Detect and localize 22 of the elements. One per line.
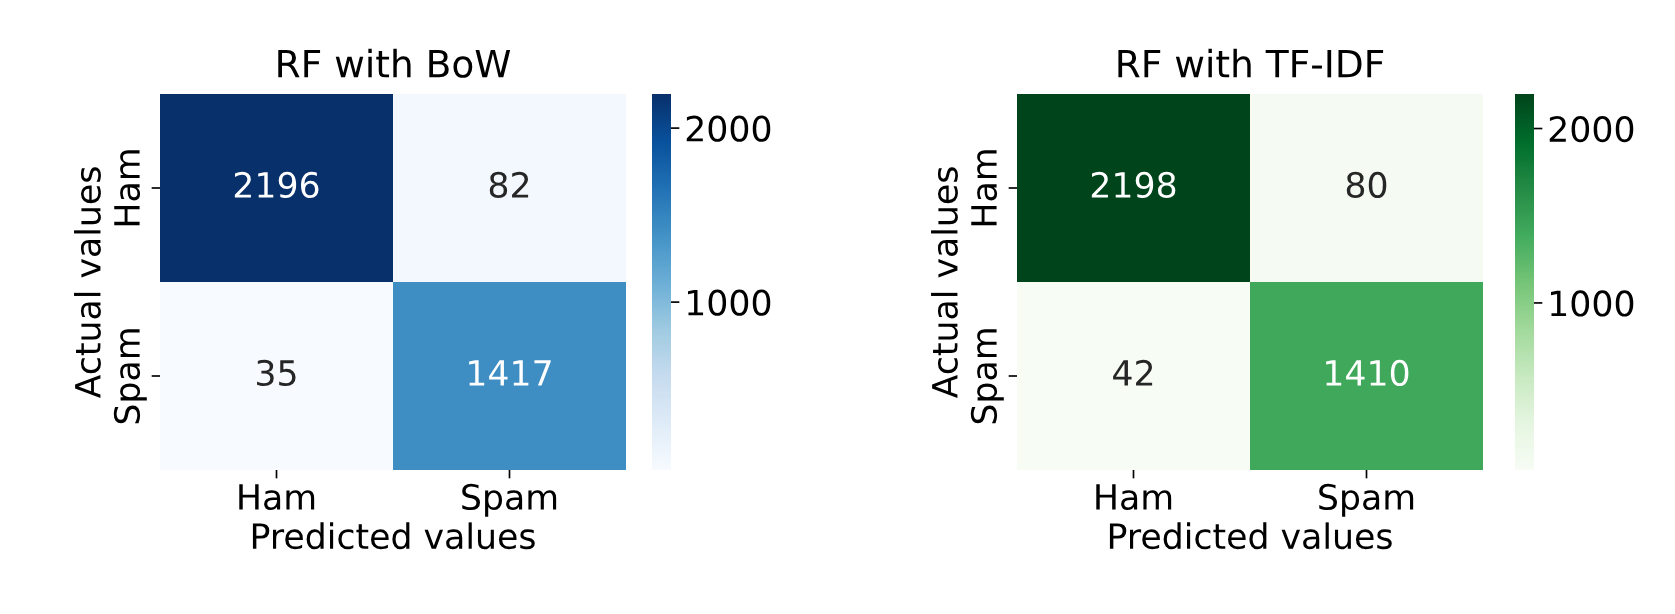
data-label: 1410 <box>1326 359 1409 387</box>
data-label: 82 <box>489 171 529 199</box>
y-axis-title: Actual values <box>74 167 101 399</box>
y-axis-title: Actual values <box>931 167 958 399</box>
color-bar-label: 1000 <box>688 289 771 316</box>
x-axis-title: Predicted values <box>1109 522 1392 550</box>
data-label: 1417 <box>469 360 551 386</box>
data-label: 35 <box>257 359 296 387</box>
data-label: 80 <box>1346 171 1387 199</box>
data-label: 2198 <box>1091 171 1176 199</box>
x-tick-label: Ham <box>239 484 315 511</box>
x-tick-label: Ham <box>1096 484 1172 511</box>
x-tick-label: Spam <box>1319 483 1414 517</box>
data-label: 42 <box>1113 359 1153 386</box>
color-bar-label: 1000 <box>1551 290 1634 317</box>
color-bar-label: 2000 <box>1549 115 1634 143</box>
data-label: 2196 <box>234 171 319 199</box>
x-tick-label: Spam <box>462 483 557 517</box>
x-axis-title: Predicted values <box>252 522 535 550</box>
chart-title: RF with TF-IDF <box>1118 48 1384 78</box>
chart-title: RF with BoW <box>278 48 511 78</box>
color-bar-label: 2000 <box>686 115 771 142</box>
